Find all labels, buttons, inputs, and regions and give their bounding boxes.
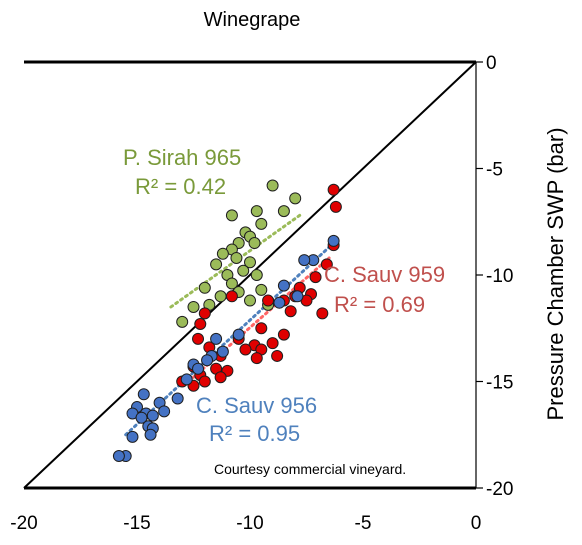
data-point-csauv956 bbox=[291, 290, 304, 303]
chart-title: Winegrape bbox=[204, 9, 301, 31]
data-point-csauv959 bbox=[320, 258, 333, 271]
data-point-psirah bbox=[237, 264, 250, 277]
data-point-psirah bbox=[250, 205, 263, 218]
data-point-csauv959 bbox=[255, 322, 268, 335]
y-tick-label: -15 bbox=[486, 373, 513, 394]
data-point-csauv956 bbox=[327, 234, 340, 247]
x-tick-label: -5 bbox=[355, 513, 372, 534]
series-psirah bbox=[176, 179, 302, 328]
data-point-psirah bbox=[187, 300, 200, 313]
credit-note: Courtesy commercial vineyard. bbox=[214, 461, 406, 477]
data-point-psirah bbox=[225, 277, 238, 290]
data-point-psirah bbox=[210, 258, 223, 271]
data-point-csauv959 bbox=[327, 183, 340, 196]
data-point-csauv959 bbox=[271, 349, 284, 362]
y-axis-label: Pressure Chamber SWP (bar) bbox=[543, 127, 568, 420]
data-point-csauv959 bbox=[266, 337, 279, 350]
data-point-csauv956 bbox=[135, 411, 148, 424]
data-point-csauv959 bbox=[250, 352, 263, 365]
data-point-psirah bbox=[248, 237, 261, 250]
plot-frame bbox=[23, 60, 477, 490]
data-point-csauv956 bbox=[277, 279, 290, 292]
csauv956-label: C. Sauv 956 bbox=[196, 393, 317, 418]
data-point-csauv956 bbox=[171, 392, 184, 405]
data-point-psirah bbox=[230, 251, 243, 264]
data-point-csauv959 bbox=[329, 200, 342, 213]
data-point-csauv956 bbox=[298, 254, 311, 267]
annotation-psirah: P. Sirah 965 R² = 0.42 bbox=[123, 145, 241, 199]
y-axis-ticks: 0 -5 -10 -15 -20 bbox=[476, 53, 513, 500]
data-point-csauv959 bbox=[192, 332, 205, 345]
psirah-label: P. Sirah 965 bbox=[123, 145, 241, 170]
x-axis-ticks: -20 -15 -10 -5 0 bbox=[10, 513, 481, 534]
x-tick-label: -10 bbox=[236, 513, 263, 534]
data-point-psirah bbox=[250, 269, 263, 281]
data-point-csauv959 bbox=[309, 271, 322, 284]
annotation-csauv956: C. Sauv 956 R² = 0.95 bbox=[196, 393, 317, 446]
y-tick-label: -10 bbox=[486, 266, 513, 287]
y-tick-label: 0 bbox=[486, 53, 497, 74]
data-point-psirah bbox=[244, 256, 256, 269]
data-point-csauv956 bbox=[192, 362, 205, 375]
series-csauv956 bbox=[112, 234, 340, 463]
data-point-csauv959 bbox=[316, 307, 329, 320]
data-point-psirah bbox=[216, 247, 229, 260]
data-points bbox=[112, 179, 342, 463]
x-tick-label: -20 bbox=[10, 513, 37, 534]
data-point-csauv959 bbox=[198, 375, 211, 388]
data-point-csauv956 bbox=[137, 388, 150, 401]
data-point-csauv956 bbox=[216, 345, 229, 358]
data-point-csauv956 bbox=[146, 409, 159, 422]
data-point-csauv959 bbox=[198, 307, 211, 320]
data-point-psirah bbox=[255, 283, 268, 296]
data-point-psirah bbox=[214, 290, 227, 303]
data-point-csauv956 bbox=[232, 328, 245, 341]
data-point-csauv959 bbox=[284, 305, 297, 318]
data-point-psirah bbox=[244, 294, 256, 307]
y-tick-label: -5 bbox=[486, 160, 503, 181]
data-point-psirah bbox=[277, 205, 290, 218]
data-point-csauv959 bbox=[262, 294, 275, 307]
x-tick-label: -15 bbox=[123, 513, 150, 534]
data-point-csauv956 bbox=[144, 428, 157, 441]
data-point-csauv956 bbox=[201, 354, 214, 367]
data-point-csauv959 bbox=[225, 290, 238, 303]
data-point-csauv956 bbox=[273, 296, 286, 309]
data-point-psirah bbox=[198, 281, 211, 294]
y-tick-label: -20 bbox=[486, 479, 513, 500]
data-point-csauv959 bbox=[277, 328, 290, 341]
one-to-one-line bbox=[23, 61, 477, 489]
data-point-csauv956 bbox=[126, 430, 139, 443]
annotation-csauv959: C. Sauv 959 R² = 0.69 bbox=[324, 262, 445, 317]
csauv956-r2: R² = 0.95 bbox=[209, 421, 300, 446]
data-point-csauv959 bbox=[239, 343, 252, 356]
data-point-csauv956 bbox=[158, 405, 171, 418]
data-point-csauv956 bbox=[180, 373, 193, 386]
data-point-psirah bbox=[289, 192, 302, 205]
data-point-csauv956 bbox=[210, 332, 223, 345]
data-point-psirah bbox=[225, 209, 238, 222]
x-tick-label: 0 bbox=[471, 513, 482, 534]
data-point-csauv956 bbox=[112, 450, 125, 463]
data-point-psirah bbox=[176, 315, 189, 328]
csauv959-r2: R² = 0.69 bbox=[334, 292, 425, 317]
data-point-csauv959 bbox=[194, 317, 207, 330]
data-point-psirah bbox=[266, 179, 279, 192]
csauv959-label: C. Sauv 959 bbox=[324, 262, 445, 287]
data-point-csauv959 bbox=[214, 371, 227, 384]
data-point-psirah bbox=[255, 217, 268, 230]
psirah-r2: R² = 0.42 bbox=[135, 174, 226, 199]
